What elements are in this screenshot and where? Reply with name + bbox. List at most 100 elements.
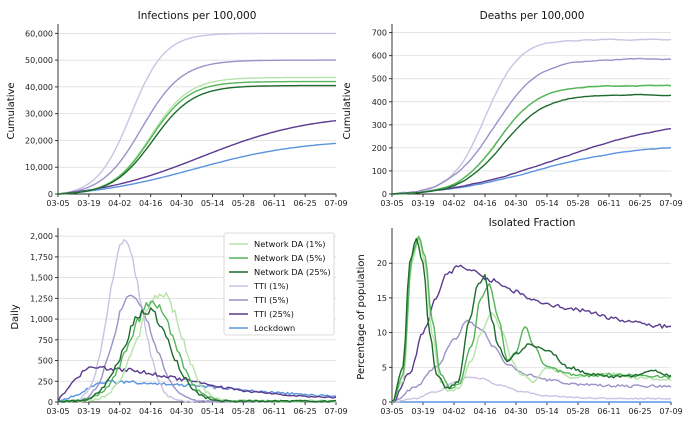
y-tick-label: 200 — [372, 144, 387, 153]
y-tick-label: 20 — [377, 259, 387, 268]
x-tick-label: 06-25 — [628, 407, 651, 416]
x-tick-label: 03-05 — [46, 407, 69, 416]
legend-label: TTI (25%) — [253, 309, 294, 319]
legend-label: Network DA (1%) — [254, 239, 325, 249]
x-tick-label: 05-14 — [201, 199, 224, 208]
series-line-tti-25 — [391, 264, 672, 403]
panel-infections: Infections per 100,000 0 10,000 20,000 30,0… — [6, 10, 348, 208]
x-tick-label: 06-25 — [628, 199, 651, 208]
panel-isolated-title: Isolated Fraction — [489, 217, 576, 229]
y-tick-label: 1,750 — [30, 253, 53, 262]
y-tick-label: 1,000 — [30, 315, 53, 324]
y-tick-label: 30,000 — [25, 110, 53, 119]
x-tick-label: 07-09 — [659, 407, 682, 416]
series-line-network-da-5 — [57, 80, 336, 195]
x-tick-label: 04-30 — [504, 199, 527, 208]
x-tick-label: 04-16 — [473, 199, 496, 208]
y-tick-label: 0 — [382, 190, 387, 199]
series-line-network-da-25 — [57, 84, 336, 195]
panel-infections-title: Infections per 100,000 — [138, 10, 257, 22]
x-tick-label: 06-11 — [597, 407, 620, 416]
legend-label: TTI (1%) — [253, 281, 289, 291]
x-tick-label: 05-28 — [232, 407, 255, 416]
x-tick-label: 05-14 — [201, 407, 224, 416]
panel-deaths-title: Deaths per 100,000 — [480, 10, 585, 22]
legend-label: Lockdown — [254, 323, 295, 333]
x-tick-label: 04-16 — [139, 407, 162, 416]
y-tick-label: 10 — [377, 329, 387, 338]
x-tick-label: 03-05 — [380, 199, 403, 208]
series-line-lockdown — [57, 379, 337, 403]
legend-label: TTI (5%) — [253, 295, 289, 305]
y-tick-label: 750 — [38, 336, 53, 345]
legend-frame — [223, 232, 335, 336]
y-tick-label: 10,000 — [25, 163, 53, 172]
x-tick-label: 03-05 — [380, 407, 403, 416]
panel-daily: 0 250 500 750 1,000 1,250 1,500 1,750 2,000 03-05… — [10, 228, 348, 416]
y-tick-label: 0 — [48, 190, 53, 199]
x-tick-label: 05-28 — [232, 199, 255, 208]
x-tick-label: 04-02 — [442, 199, 465, 208]
x-tick-label: 05-14 — [535, 407, 558, 416]
legend-label: Network DA (5%) — [254, 253, 325, 263]
series-line-lockdown — [57, 142, 337, 195]
series-line-network-da-25 — [391, 237, 672, 403]
y-tick-label: 300 — [372, 121, 387, 130]
series-line-tti-1 — [391, 376, 672, 403]
series-line-network-da-25 — [391, 93, 672, 195]
x-tick-label: 06-11 — [597, 199, 620, 208]
y-tick-label: 15 — [377, 294, 387, 303]
panel-deaths: Deaths per 100,000 0 100 200 300 400 500 600 70… — [342, 10, 683, 208]
x-tick-label: 04-02 — [108, 407, 131, 416]
series-line-tti-5 — [57, 59, 336, 195]
series-line-network-da-1 — [57, 76, 336, 195]
series-line-network-da-1 — [391, 237, 672, 403]
y-tick-label: 50,000 — [25, 56, 53, 65]
y-tick-label: 2,000 — [30, 232, 53, 241]
series-line-tti-5 — [392, 57, 672, 195]
y-tick-label: 600 — [372, 52, 387, 61]
y-tick-label: 1,500 — [30, 274, 53, 283]
y-tick-label: 100 — [372, 167, 387, 176]
y-tick-label: 0 — [382, 398, 387, 407]
x-tick-label: 03-05 — [46, 199, 69, 208]
x-tick-label: 06-25 — [293, 199, 316, 208]
y-tick-label: 500 — [372, 75, 387, 84]
y-tick-label: 5 — [382, 363, 387, 372]
y-tick-label: 20,000 — [25, 136, 53, 145]
x-tick-label: 06-11 — [263, 199, 286, 208]
y-tick-label: 1,250 — [30, 294, 53, 303]
x-tick-label: 07-09 — [324, 199, 347, 208]
x-tick-label: 07-09 — [659, 199, 682, 208]
x-tick-label: 06-11 — [263, 407, 286, 416]
x-tick-label: 03-19 — [77, 199, 100, 208]
x-tick-label: 07-09 — [324, 407, 347, 416]
series-line-tti-25 — [57, 119, 337, 195]
x-tick-label: 04-16 — [139, 199, 162, 208]
y-tick-label: 40,000 — [25, 83, 53, 92]
y-tick-label: 400 — [372, 98, 387, 107]
series-line-tti-25 — [392, 128, 671, 195]
panel-isolated: Isolated Fraction 0 5 10 15 20 03-05 03-19 04-0… — [356, 217, 683, 416]
y-axis-label: Cumulative — [6, 82, 17, 139]
y-axis-label: Cumulative — [342, 82, 353, 139]
y-tick-label: 60,000 — [25, 29, 53, 38]
x-tick-label: 04-16 — [473, 407, 496, 416]
y-tick-label: 250 — [38, 377, 53, 386]
x-tick-label: 04-02 — [442, 407, 465, 416]
legend: Network DA (1%) Network DA (5%) Network … — [223, 232, 335, 336]
x-tick-label: 05-14 — [535, 199, 558, 208]
x-tick-label: 04-02 — [108, 199, 131, 208]
x-tick-label: 03-19 — [411, 199, 434, 208]
y-axis-label: Percentage of population — [356, 254, 367, 379]
x-tick-label: 04-30 — [170, 199, 193, 208]
y-axis-label: Daily — [10, 304, 21, 329]
y-tick-label: 0 — [48, 398, 53, 407]
series-line-tti-1 — [57, 32, 336, 195]
x-tick-label: 03-19 — [77, 407, 100, 416]
x-tick-label: 03-19 — [411, 407, 434, 416]
y-tick-label: 700 — [372, 29, 387, 38]
x-tick-label: 05-28 — [566, 199, 589, 208]
x-tick-label: 04-30 — [504, 407, 527, 416]
